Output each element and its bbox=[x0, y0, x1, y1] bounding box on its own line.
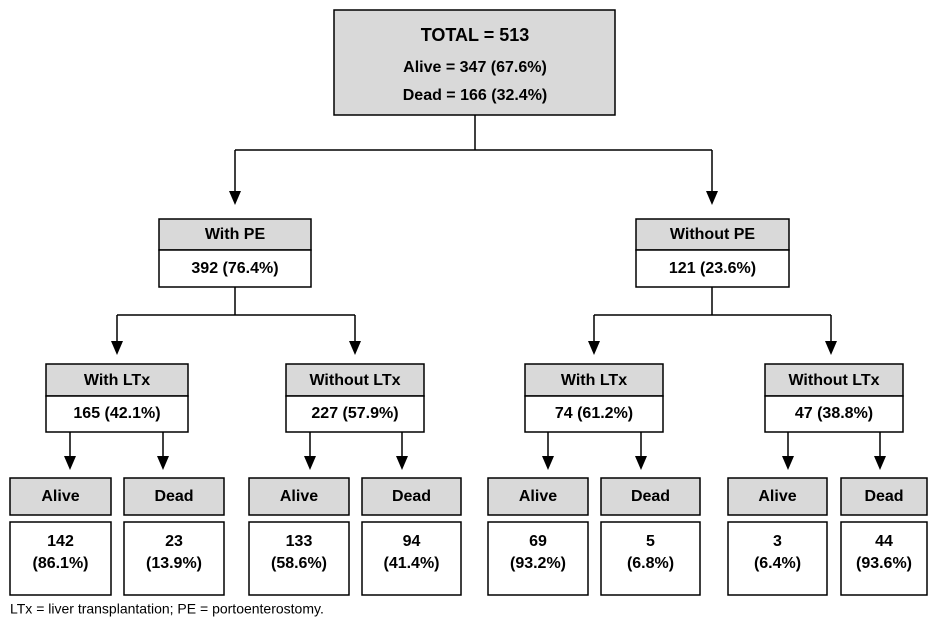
outcome-count: 133 bbox=[286, 533, 313, 550]
outcome-title-box bbox=[361, 477, 462, 516]
arrowhead bbox=[588, 341, 600, 355]
subgroup-value-box bbox=[524, 395, 664, 433]
outcome-value-box bbox=[9, 521, 112, 596]
group-value: 392 (76.4%) bbox=[191, 260, 278, 277]
outcome-percent: (93.6%) bbox=[856, 555, 912, 572]
outcome-title-box bbox=[9, 477, 112, 516]
outcome-value-box bbox=[840, 521, 928, 596]
root-line: TOTAL = 513 bbox=[421, 25, 530, 45]
outcome-title: Alive bbox=[519, 488, 557, 505]
outcome-title: Alive bbox=[280, 488, 318, 505]
outcome-count: 142 bbox=[47, 533, 74, 550]
outcome-count: 69 bbox=[529, 533, 547, 550]
subgroup-title: Without LTx bbox=[309, 372, 400, 389]
arrowhead bbox=[396, 456, 408, 470]
outcome-title: Dead bbox=[864, 488, 903, 505]
outcome-title-box bbox=[123, 477, 225, 516]
group-title: Without PE bbox=[670, 226, 756, 243]
outcome-count: 3 bbox=[773, 533, 782, 550]
group-title: With PE bbox=[205, 226, 266, 243]
outcome-percent: (86.1%) bbox=[32, 555, 88, 572]
group-value: 121 (23.6%) bbox=[669, 260, 756, 277]
subgroup-value-box bbox=[45, 395, 189, 433]
outcome-percent: (13.9%) bbox=[146, 555, 202, 572]
subgroup-value-box bbox=[285, 395, 425, 433]
outcome-title: Alive bbox=[41, 488, 79, 505]
group-title-box bbox=[635, 218, 790, 251]
arrowhead bbox=[542, 456, 554, 470]
arrowhead bbox=[706, 191, 718, 205]
outcome-title-box bbox=[600, 477, 701, 516]
outcome-title-box bbox=[840, 477, 928, 516]
outcome-title: Dead bbox=[154, 488, 193, 505]
arrowhead bbox=[635, 456, 647, 470]
outcome-title: Alive bbox=[758, 488, 796, 505]
subgroup-value: 165 (42.1%) bbox=[73, 405, 160, 422]
subgroup-title: With LTx bbox=[84, 372, 150, 389]
arrowhead bbox=[874, 456, 886, 470]
root-line: Dead = 166 (32.4%) bbox=[403, 87, 548, 104]
outcome-percent: (58.6%) bbox=[271, 555, 327, 572]
outcome-count: 5 bbox=[646, 533, 655, 550]
outcome-title-box bbox=[487, 477, 589, 516]
outcome-title-box bbox=[248, 477, 350, 516]
arrowhead bbox=[229, 191, 241, 205]
outcome-percent: (6.8%) bbox=[627, 555, 674, 572]
arrowhead bbox=[825, 341, 837, 355]
outcome-count: 94 bbox=[403, 533, 421, 550]
subgroup-title: Without LTx bbox=[788, 372, 879, 389]
outcome-title: Dead bbox=[392, 488, 431, 505]
arrowhead bbox=[304, 456, 316, 470]
subgroup-value: 227 (57.9%) bbox=[311, 405, 398, 422]
outcome-percent: (93.2%) bbox=[510, 555, 566, 572]
outcome-value-box bbox=[727, 521, 828, 596]
arrowhead bbox=[64, 456, 76, 470]
outcome-value-box bbox=[487, 521, 589, 596]
outcome-percent: (6.4%) bbox=[754, 555, 801, 572]
outcome-value-box bbox=[248, 521, 350, 596]
footnote: LTx = liver transplantation; PE = portoe… bbox=[10, 601, 324, 617]
outcome-count: 44 bbox=[875, 533, 893, 550]
arrowhead bbox=[349, 341, 361, 355]
arrowhead bbox=[111, 341, 123, 355]
subgroup-value-box bbox=[764, 395, 904, 433]
outcome-value-box bbox=[600, 521, 701, 596]
outcome-value-box bbox=[361, 521, 462, 596]
arrowhead bbox=[782, 456, 794, 470]
subgroup-title-box bbox=[524, 363, 664, 397]
subgroup-title-box bbox=[764, 363, 904, 397]
outcome-count: 23 bbox=[165, 533, 183, 550]
subgroup-value: 47 (38.8%) bbox=[795, 405, 873, 422]
subgroup-title: With LTx bbox=[561, 372, 627, 389]
root-line: Alive = 347 (67.6%) bbox=[403, 59, 547, 76]
outcome-title: Dead bbox=[631, 488, 670, 505]
root-box bbox=[333, 9, 616, 116]
subgroup-value: 74 (61.2%) bbox=[555, 405, 633, 422]
group-value-box bbox=[635, 249, 790, 288]
outcome-value-box bbox=[123, 521, 225, 596]
outcome-percent: (41.4%) bbox=[383, 555, 439, 572]
arrowhead bbox=[157, 456, 169, 470]
subgroup-title-box bbox=[285, 363, 425, 397]
group-value-box bbox=[158, 249, 312, 288]
outcome-title-box bbox=[727, 477, 828, 516]
